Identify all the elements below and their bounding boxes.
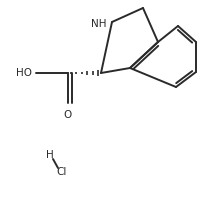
Text: NH: NH <box>92 19 107 29</box>
Text: HO: HO <box>16 68 32 78</box>
Text: Cl: Cl <box>57 167 67 177</box>
Text: O: O <box>64 110 72 120</box>
Text: H: H <box>46 150 54 160</box>
